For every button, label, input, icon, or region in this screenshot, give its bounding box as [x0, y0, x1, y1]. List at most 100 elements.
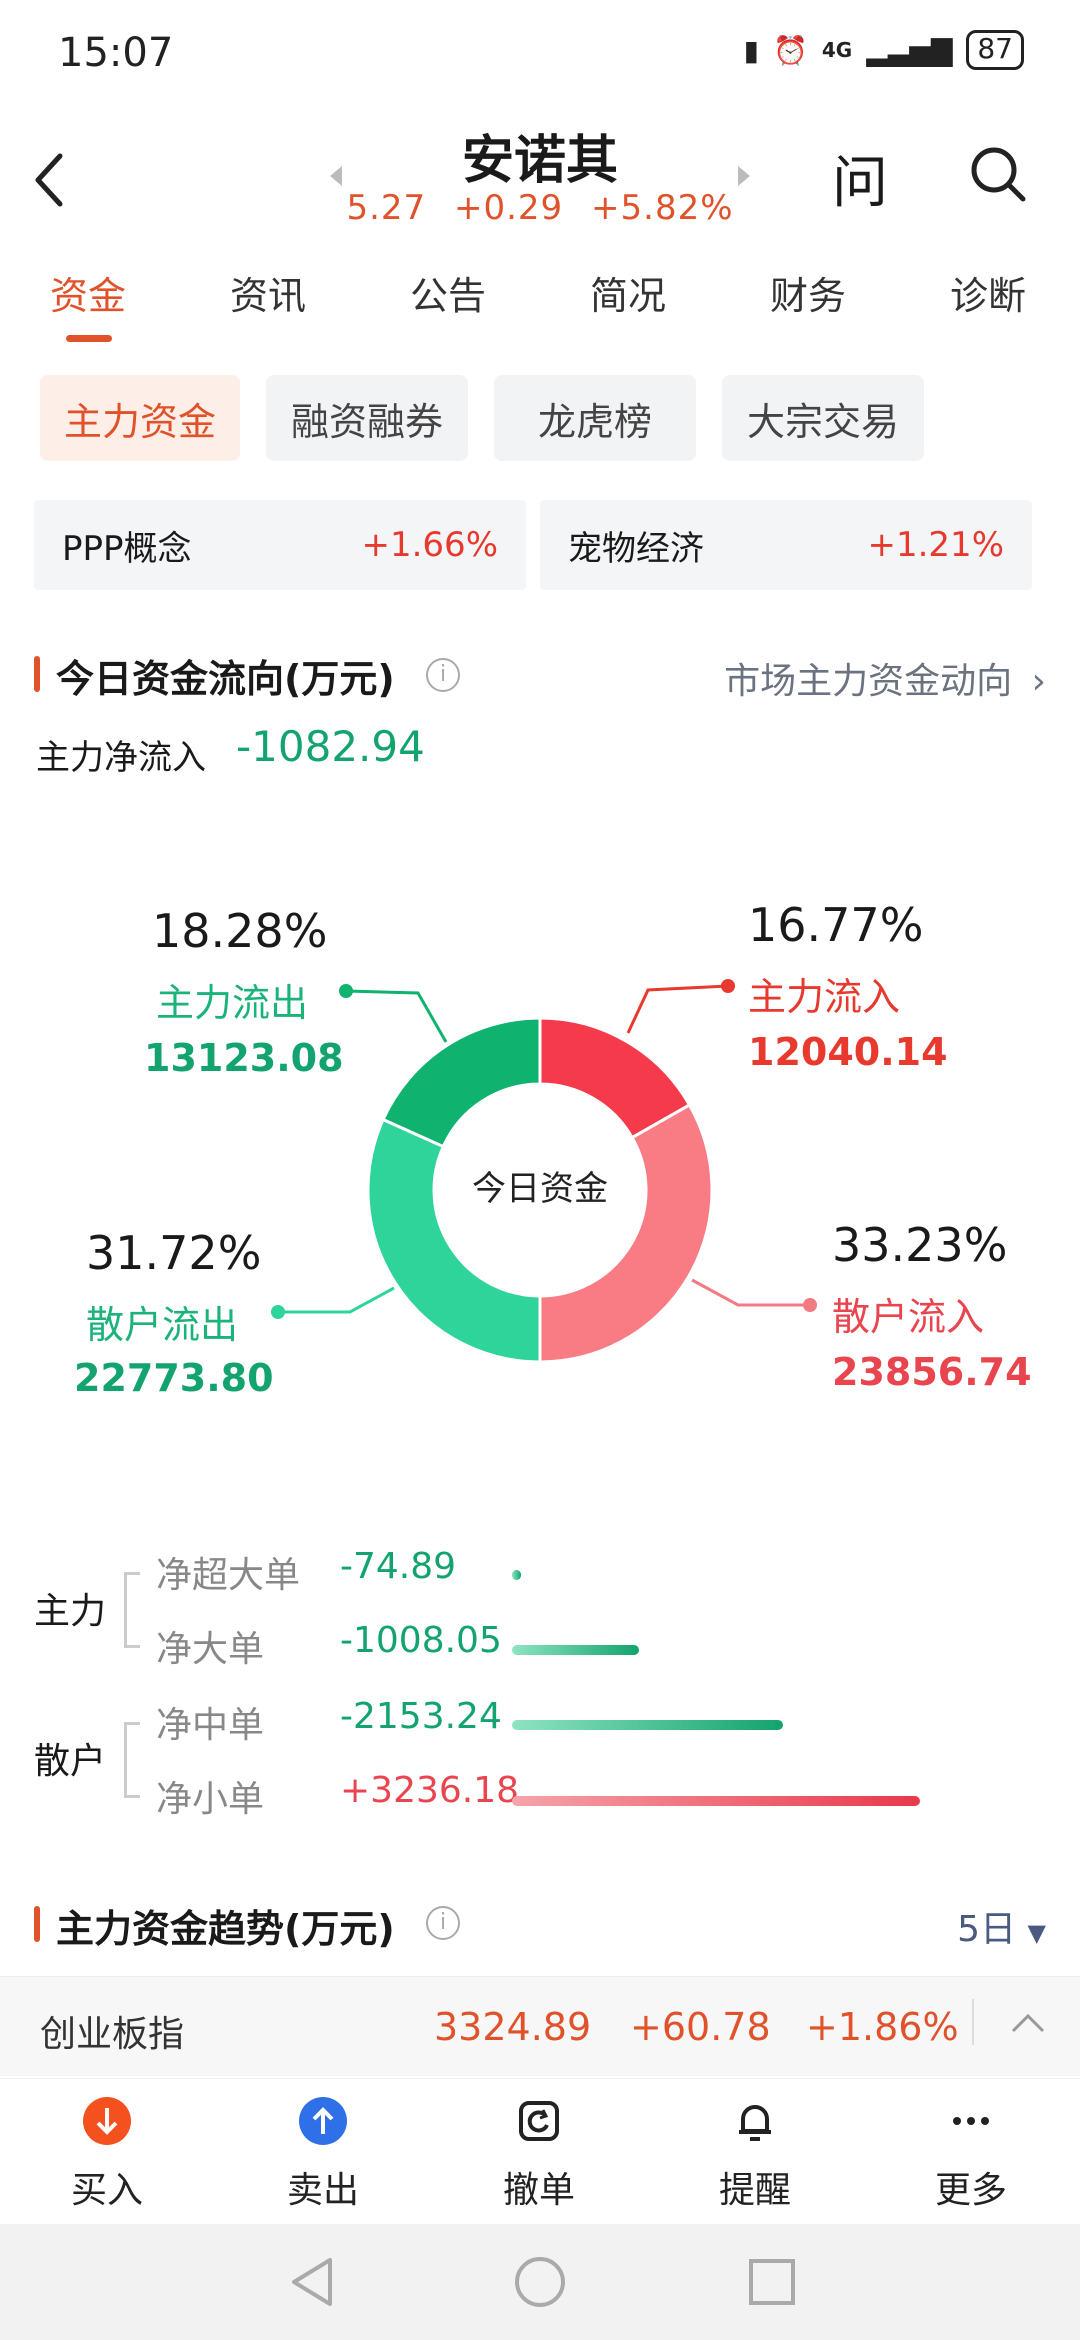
sell-button[interactable]: 卖出: [258, 2095, 388, 2213]
tab-overview[interactable]: 简况: [590, 274, 667, 318]
caret-down-icon: ▼: [1027, 1919, 1046, 1947]
buy-arrow-icon: [83, 2097, 131, 2145]
system-back-icon[interactable]: [286, 2254, 338, 2310]
donut-slice: [538, 1102, 714, 1364]
retail-out-label: 散户流出: [86, 1303, 239, 1347]
subtab-dragon-tiger[interactable]: 龙虎榜: [494, 375, 696, 461]
section-accent-bar: [34, 1906, 40, 1942]
info-icon[interactable]: i: [426, 658, 460, 692]
back-arrow-icon[interactable]: [30, 150, 70, 210]
index-ticker-bar[interactable]: 创业板指 3324.89 +60.78 +1.86%: [0, 1976, 1080, 2076]
battery-indicator: 87: [966, 30, 1024, 70]
main-group-bracket: [124, 1572, 140, 1648]
order-bar: [512, 1645, 640, 1655]
retail-group-label: 散户: [34, 1741, 107, 1782]
leader-line-main-out: [345, 989, 448, 1043]
subtab-block-trade[interactable]: 大宗交易: [722, 375, 924, 461]
cancel-order-icon: [519, 2101, 559, 2141]
main-in-label: 主力流入: [748, 975, 901, 1019]
concept-card[interactable]: PPP概念 +1.66%: [34, 500, 526, 590]
stock-quote: 5.27 +0.29 +5.82%: [0, 188, 1080, 228]
stock-change-pct: +5.82%: [591, 188, 734, 228]
order-row-value: -1008.05: [340, 1620, 502, 1661]
funds-donut-chart: 今日资金: [271, 979, 817, 1364]
bottom-action-bar: 买入 卖出 撤单 提醒 更多: [0, 2078, 1080, 2224]
concept-change: +1.66%: [361, 525, 499, 565]
subtab-main-funds[interactable]: 主力资金: [40, 375, 240, 461]
order-row-label: 净超大单: [156, 1555, 301, 1596]
index-value: 3324.89: [434, 2005, 592, 2049]
flow-section-title: 今日资金流向(万元): [56, 657, 395, 701]
period-value: 5日: [957, 1909, 1017, 1950]
prev-stock-icon[interactable]: [330, 166, 342, 186]
section-accent-bar: [34, 656, 40, 692]
tab-finance[interactable]: 财务: [770, 274, 847, 318]
concept-name: PPP概念: [62, 528, 192, 569]
leader-dot-main-in: [721, 979, 735, 993]
order-row-value: -74.89: [340, 1546, 457, 1587]
alert-label: 提醒: [718, 2170, 791, 2211]
main-in-pct: 16.77%: [748, 898, 924, 952]
stock-price: 5.27: [346, 188, 427, 228]
donut-slice: [366, 1117, 542, 1364]
ask-button[interactable]: 问: [832, 151, 888, 216]
cancel-order-button[interactable]: 撤单: [474, 2095, 604, 2213]
concept-change: +1.21%: [867, 525, 1005, 565]
buy-button[interactable]: 买入: [42, 2095, 172, 2213]
nfc-icon: ▮: [743, 33, 759, 67]
stock-header: 安诺其 5.27 +0.29 +5.82% 问: [0, 100, 1080, 240]
tab-diagnosis[interactable]: 诊断: [950, 274, 1027, 318]
more-label: 更多: [934, 2170, 1007, 2211]
alarm-icon: ⏰: [773, 33, 808, 67]
leader-dot-main-out: [339, 984, 353, 998]
retail-in-pct: 33.23%: [832, 1218, 1008, 1272]
concept-card[interactable]: 宠物经济 +1.21%: [540, 500, 1032, 590]
main-out-pct: 18.28%: [152, 904, 328, 958]
system-home-icon[interactable]: [512, 2254, 568, 2310]
main-group-label: 主力: [34, 1591, 107, 1632]
tab-funds[interactable]: 资金: [50, 274, 127, 318]
status-time: 15:07: [58, 30, 174, 76]
next-stock-icon[interactable]: [738, 166, 750, 186]
concept-name: 宠物经济: [568, 528, 704, 569]
order-row-label: 净小单: [156, 1779, 265, 1820]
retail-in-label: 散户流入: [832, 1295, 985, 1339]
status-icons: ▮ ⏰ 4G ▂▃▅▇ 87: [744, 30, 1024, 70]
main-out-value: 13123.08: [144, 1036, 344, 1080]
order-bar: [512, 1570, 522, 1580]
retail-out-value: 22773.80: [74, 1356, 274, 1400]
net-inflow-label: 主力净流入: [36, 738, 206, 778]
leader-line-main-in: [626, 984, 729, 1034]
order-row-value: +3236.18: [340, 1770, 520, 1811]
network-label: 4G: [821, 38, 853, 62]
market-funds-link-label: 市场主力资金动向: [724, 661, 1013, 702]
sell-label: 卖出: [286, 2170, 359, 2211]
alert-button[interactable]: 提醒: [690, 2095, 820, 2213]
subtab-margin[interactable]: 融资融券: [266, 375, 468, 461]
order-row-label: 净中单: [156, 1705, 265, 1746]
retail-in-value: 23856.74: [832, 1350, 1032, 1394]
index-change: +60.78: [630, 2005, 771, 2049]
stock-title: 安诺其: [461, 131, 618, 191]
leader-dot-retail-in: [803, 1298, 817, 1312]
tab-announcements[interactable]: 公告: [410, 274, 487, 318]
info-icon[interactable]: i: [426, 1906, 460, 1940]
more-button[interactable]: 更多: [906, 2095, 1036, 2213]
tab-news[interactable]: 资讯: [230, 274, 307, 318]
more-dots-icon: [953, 2117, 989, 2125]
market-funds-link[interactable]: 市场主力资金动向 ›: [724, 652, 1046, 704]
sell-arrow-icon: [299, 2097, 347, 2145]
main-in-value: 12040.14: [748, 1030, 948, 1074]
retail-out-pct: 31.72%: [86, 1226, 262, 1280]
cancel-order-label: 撤单: [502, 2170, 575, 2211]
period-dropdown[interactable]: 5日 ▼: [957, 1900, 1046, 1952]
system-recents-icon[interactable]: [746, 2256, 798, 2308]
index-change-pct: +1.86%: [806, 2005, 959, 2049]
chevron-up-icon[interactable]: [1010, 2011, 1046, 2035]
bell-icon: [739, 2105, 771, 2141]
trend-section-title: 主力资金趋势(万元): [56, 1907, 395, 1951]
search-icon[interactable]: [968, 144, 1028, 204]
retail-group-bracket: [124, 1722, 140, 1798]
net-inflow-value: -1082.94: [236, 722, 425, 771]
order-bar: [512, 1720, 784, 1730]
